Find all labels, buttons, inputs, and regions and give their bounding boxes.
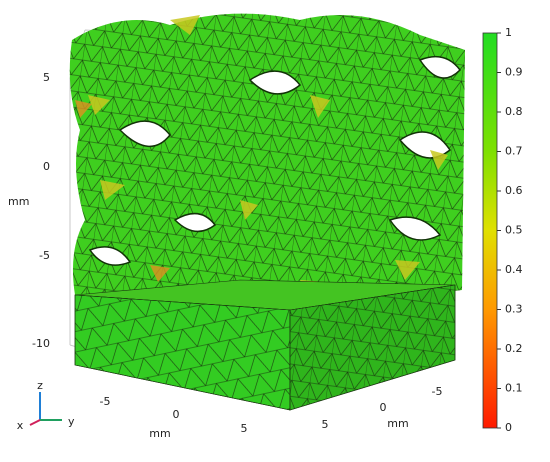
colorbar-label: 0.9	[505, 66, 523, 79]
lattice-body	[69, 13, 465, 310]
left-axis-label: mm	[8, 195, 29, 208]
triad-z: z	[37, 379, 43, 392]
colorbar-label: 1	[505, 26, 512, 39]
right-axis-label: mm	[387, 417, 408, 430]
triad-y: y	[68, 415, 75, 428]
colorbar-label: 0.6	[505, 184, 523, 197]
front-axis-label: mm	[149, 427, 170, 440]
colorbar-label: 0.1	[505, 382, 523, 395]
left-tick: -10	[32, 337, 50, 350]
left-tick: 5	[43, 71, 50, 84]
colorbar-label: 0.3	[505, 303, 523, 316]
colorbar-label: 0.7	[505, 145, 523, 158]
colorbar-label: 0.2	[505, 342, 523, 355]
colorbar: 1 0.9 0.8 0.7 0.6 0.5 0.4 0.3 0.2 0.1 0	[482, 26, 523, 434]
front-tick: -5	[100, 395, 111, 408]
front-tick: 5	[241, 422, 248, 435]
right-tick: -5	[432, 385, 443, 398]
axis-triad: z y x	[17, 379, 75, 432]
right-tick: 5	[322, 418, 329, 431]
colorbar-label: 0.8	[505, 105, 523, 118]
right-tick: 0	[380, 401, 387, 414]
triad-x: x	[17, 419, 24, 432]
left-tick: -5	[39, 249, 50, 262]
colorbar-label: 0.4	[505, 263, 523, 276]
colorbar-label: 0	[505, 421, 512, 434]
left-tick: 0	[43, 160, 50, 173]
colorbar-gradient	[482, 32, 498, 429]
colorbar-label: 0.5	[505, 224, 523, 237]
base-block	[74, 279, 456, 411]
front-tick: 0	[173, 408, 180, 421]
